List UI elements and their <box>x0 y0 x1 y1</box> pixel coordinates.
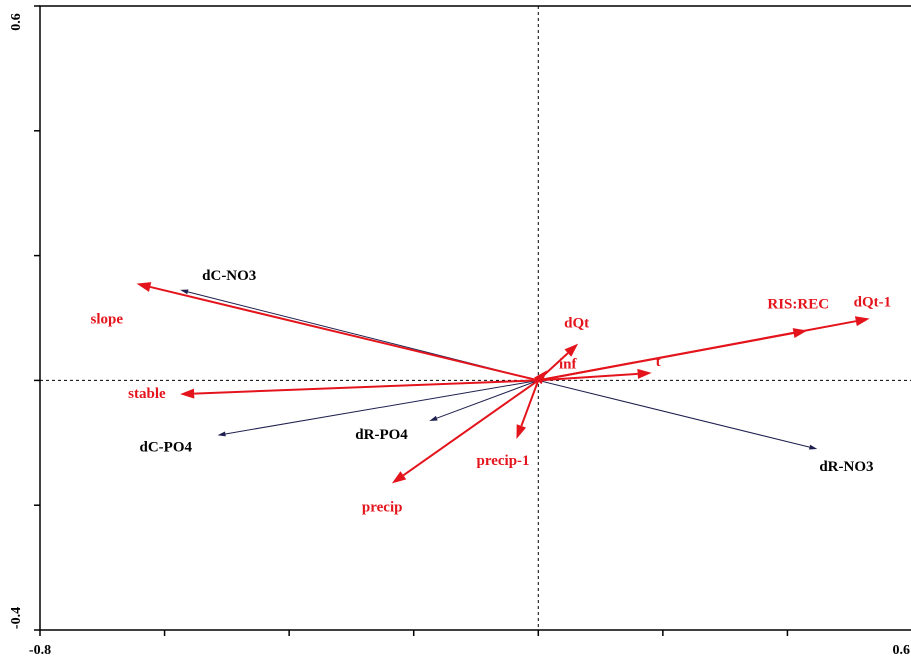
explanatory-vector-precip-1-shaft <box>520 380 540 427</box>
explanatory-label-ris-rec: RIS:REC <box>767 296 829 312</box>
explanatory-label-stable: stable <box>128 386 166 402</box>
explanatory-vector-dqt-head <box>564 343 579 357</box>
explanatory-label-t: t <box>656 354 661 370</box>
response-vector-dr-po4-shaft <box>436 379 539 419</box>
explanatory-vector-t-shaft <box>538 372 638 382</box>
response-vector-dr-no3-head <box>808 444 818 450</box>
explanatory-label-dqt-1: dQt-1 <box>854 295 892 311</box>
explanatory-vector-inf-head <box>534 370 548 385</box>
y-tick-label-0: 0.6 <box>9 13 24 31</box>
x-tick-label-0: -0.8 <box>29 643 51 658</box>
response-vector-dc-no3-head <box>180 289 189 295</box>
explanatory-vector-stable-head <box>180 388 195 399</box>
response-vector-dr-no3-shaft <box>538 379 810 448</box>
response-vector-dc-po4-shaft <box>225 379 539 435</box>
y-tick-label-1: -0.4 <box>9 607 24 629</box>
explanatory-vector-precip-head <box>391 471 407 484</box>
explanatory-vector-ris-rec-shaft <box>538 332 794 382</box>
explanatory-vector-slope-head <box>136 282 152 292</box>
explanatory-vector-ris-rec-head <box>792 328 808 338</box>
x-tick-label-1: 0.6 <box>893 643 911 658</box>
response-label-dc-po4: dC-PO4 <box>140 439 193 455</box>
explanatory-label-dqt: dQt <box>564 316 589 332</box>
explanatory-vector-dqt-1-head <box>854 316 870 327</box>
explanatory-vector-precip-1-head <box>516 424 527 440</box>
explanatory-vector-precip-shaft <box>402 379 539 477</box>
response-vector-dc-po4-head <box>217 431 226 437</box>
response-label-dc-no3: dC-NO3 <box>202 268 256 284</box>
response-vector-dr-po4-head <box>429 415 438 421</box>
explanatory-label-precip: precip <box>362 499 403 515</box>
explanatory-vector-stable-shaft <box>194 379 539 395</box>
explanatory-vector-slope-shaft <box>149 285 539 382</box>
explanatory-vector-t-head <box>637 368 652 379</box>
explanatory-label-inf: inf <box>559 356 578 372</box>
response-label-dr-no3: dR-NO3 <box>819 459 873 475</box>
explanatory-label-precip-1: precip-1 <box>476 453 529 469</box>
explanatory-label-slope: slope <box>91 312 124 328</box>
response-label-dr-po4: dR-PO4 <box>355 427 408 443</box>
plot-frame <box>39 5 911 631</box>
